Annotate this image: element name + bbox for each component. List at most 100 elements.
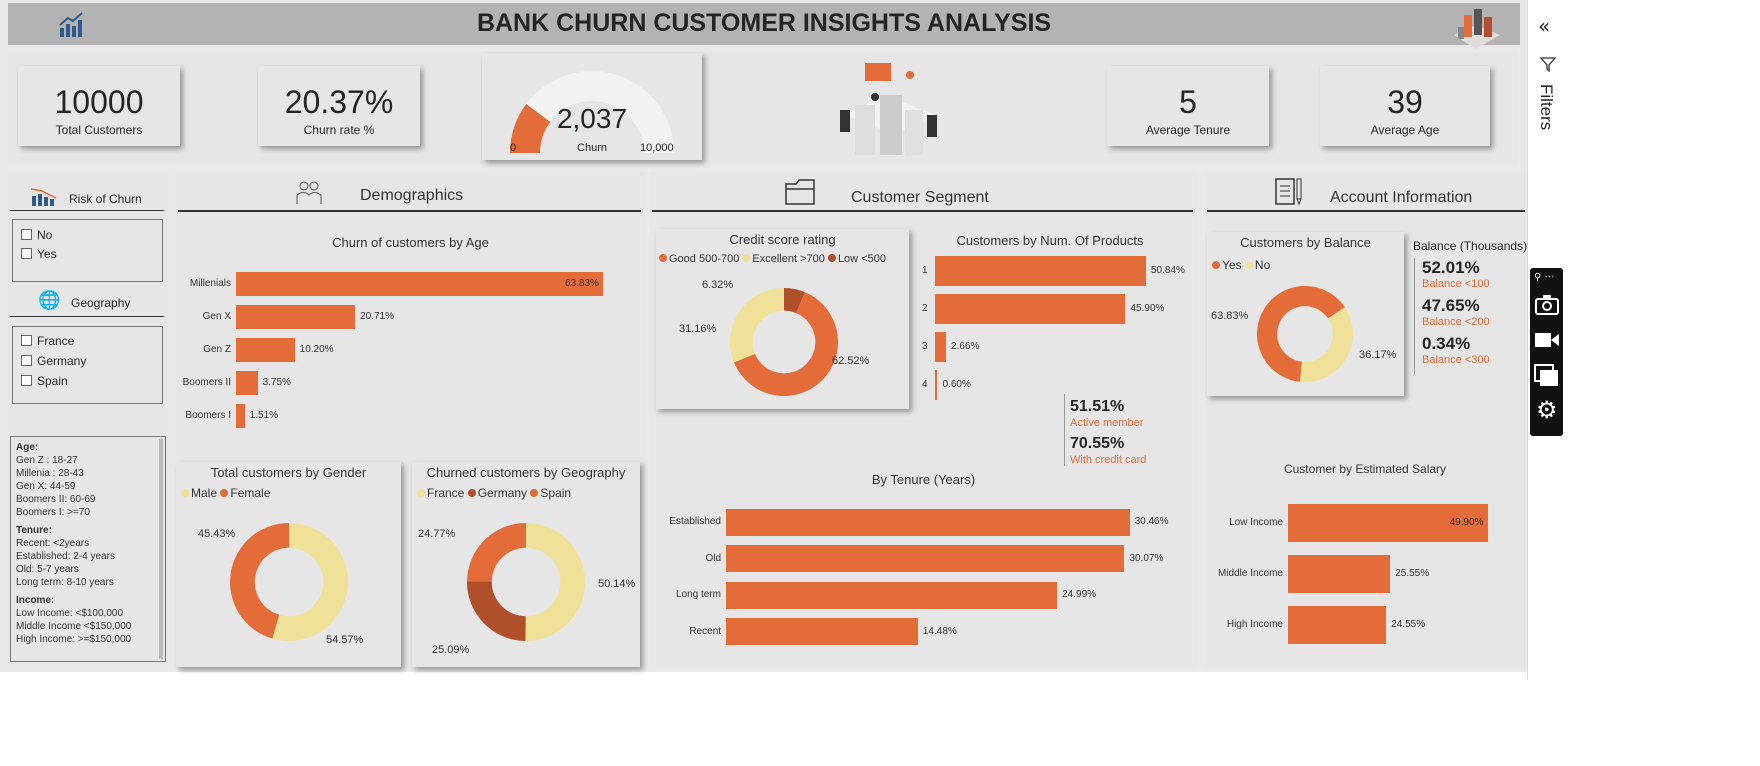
donut-slice-good-500-700[interactable] bbox=[733, 292, 838, 396]
bar[interactable] bbox=[236, 404, 245, 428]
chart-legend: France Germany Spain bbox=[417, 486, 571, 500]
donut-slice-excellent-700[interactable] bbox=[730, 288, 784, 363]
checkbox[interactable] bbox=[21, 375, 32, 386]
bar[interactable] bbox=[236, 371, 258, 395]
scrollbar[interactable] bbox=[159, 439, 163, 659]
bar[interactable] bbox=[726, 545, 1125, 572]
bar[interactable] bbox=[1288, 504, 1488, 542]
data-label: 50.84% bbox=[1150, 265, 1185, 276]
tenure-definitions: Recent: <2years Established: 2-4 years Old… bbox=[16, 537, 160, 589]
bar[interactable] bbox=[726, 618, 918, 645]
checkbox[interactable] bbox=[21, 229, 32, 240]
gauge-track bbox=[510, 71, 674, 153]
checkbox[interactable] bbox=[21, 355, 32, 366]
kpi-label: Average Age bbox=[1370, 123, 1440, 137]
filters-label: Filters bbox=[1537, 84, 1556, 131]
geo-option-spain[interactable]: Spain bbox=[21, 374, 68, 388]
churn-gauge: 2,037 Churn 0 10,000 bbox=[482, 53, 702, 160]
products-bar-chart: 1 50.84% 2 45.90% 3 2.66% 4 0.60% bbox=[910, 252, 1190, 400]
video-icon[interactable] bbox=[1534, 330, 1560, 350]
donut-slice-spain[interactable] bbox=[467, 523, 526, 582]
kpi-label: Churn rate % bbox=[303, 123, 375, 137]
option-label: No bbox=[37, 228, 53, 242]
bar[interactable] bbox=[1288, 606, 1387, 644]
page-title: BANK CHURN CUSTOMER INSIGHTS ANALYSIS bbox=[476, 9, 1052, 37]
legend-item[interactable]: Male bbox=[191, 486, 218, 500]
data-label: 30.46% bbox=[1134, 516, 1169, 527]
bar[interactable] bbox=[726, 508, 1130, 536]
collapse-chevrons-icon[interactable]: « bbox=[1538, 14, 1551, 38]
salary-bar-chart: Low Income 49.90% Middle Income 25.55% High … bbox=[1205, 502, 1525, 662]
checkbox[interactable] bbox=[21, 248, 32, 259]
note-line: Gen X: 44-59 bbox=[16, 481, 76, 492]
camera-icon[interactable] bbox=[1535, 294, 1559, 316]
donut-slice-female[interactable] bbox=[230, 523, 289, 639]
data-label: 36.17% bbox=[1359, 349, 1397, 361]
kpi-value: 10000 bbox=[54, 84, 144, 120]
credit-card-value: 70.55% bbox=[1070, 435, 1125, 452]
bar[interactable] bbox=[236, 305, 356, 329]
donut-slice-male[interactable] bbox=[272, 523, 349, 641]
gauge-max: 10,000 bbox=[640, 142, 674, 154]
note-line: Gen Z : 18-27 bbox=[16, 455, 78, 466]
donut-slice-yes[interactable] bbox=[1257, 286, 1345, 382]
legend-item[interactable]: France bbox=[427, 486, 465, 500]
bar[interactable] bbox=[236, 272, 604, 296]
bar[interactable] bbox=[236, 338, 295, 362]
active-member-label: Active member bbox=[1070, 417, 1144, 429]
section-title: Demographics bbox=[360, 187, 464, 204]
bar[interactable] bbox=[935, 294, 1126, 324]
legend-item[interactable]: Female bbox=[230, 486, 271, 500]
balance-stat-label: Balance <200 bbox=[1422, 316, 1490, 328]
category-label: Old bbox=[705, 552, 721, 564]
bar[interactable] bbox=[935, 256, 1146, 286]
kpi-total-customers: 10000 Total Customers bbox=[18, 66, 180, 146]
risk-option-no[interactable]: No bbox=[21, 228, 52, 242]
legend-item[interactable]: Germany bbox=[477, 486, 528, 500]
bar[interactable] bbox=[935, 370, 938, 400]
legend-item[interactable]: Spain bbox=[540, 486, 572, 500]
chart-legend: Male Female bbox=[181, 486, 270, 500]
chart-title: Churned customers by Geography bbox=[426, 465, 626, 480]
geo-option-germany[interactable]: Germany bbox=[21, 354, 86, 368]
category-label: Recent bbox=[689, 625, 721, 637]
checkbox[interactable] bbox=[21, 335, 32, 346]
data-label: 63.83% bbox=[1211, 310, 1249, 322]
kpi-average-tenure: 5 Average Tenure bbox=[1107, 66, 1269, 146]
legend-item[interactable]: No bbox=[1254, 258, 1271, 272]
donut-slice-no[interactable] bbox=[1299, 307, 1353, 382]
risk-option-yes[interactable]: Yes bbox=[21, 247, 57, 261]
income-definitions: Low Income: <$100,000 Middle Income <$150… bbox=[16, 607, 160, 646]
bar[interactable] bbox=[935, 332, 947, 362]
category-label: Boomers II bbox=[182, 377, 231, 388]
category-label: Middle Income bbox=[1217, 568, 1283, 579]
data-label: 31.16% bbox=[679, 323, 717, 335]
legend-item[interactable]: Good 500-700 bbox=[669, 253, 740, 265]
gender-donut bbox=[230, 523, 349, 641]
option-label: Germany bbox=[37, 354, 87, 368]
category-label: 2 bbox=[922, 303, 928, 314]
geography-donut bbox=[467, 523, 586, 641]
legend-item[interactable]: Low <500 bbox=[837, 253, 886, 265]
risk-chart-icon bbox=[30, 188, 57, 206]
kpi-label: Average Tenure bbox=[1145, 123, 1231, 137]
donut-slice-france[interactable] bbox=[525, 523, 586, 641]
gauge-svg bbox=[510, 71, 674, 153]
credit-card-label: With credit card bbox=[1070, 454, 1147, 466]
folder-icon bbox=[785, 179, 815, 205]
settings-gear-icon[interactable]: ⚙ bbox=[1536, 396, 1558, 424]
donut-slice-germany[interactable] bbox=[467, 581, 526, 641]
geo-option-france[interactable]: France bbox=[21, 334, 74, 348]
data-label: 62.52% bbox=[832, 355, 870, 367]
donut-slice-low-500[interactable] bbox=[784, 288, 805, 314]
legend-item[interactable]: Excellent >700 bbox=[752, 253, 825, 265]
category-label: 1 bbox=[922, 265, 928, 276]
copy-icon[interactable] bbox=[1534, 364, 1560, 388]
more-options-icon[interactable]: ⚲ ··· bbox=[1534, 272, 1555, 283]
bar[interactable] bbox=[726, 581, 1058, 609]
bar[interactable] bbox=[1288, 555, 1391, 593]
legend-item[interactable]: Yes bbox=[1222, 258, 1242, 272]
data-label: 45.90% bbox=[1130, 303, 1165, 314]
kpi-value: 39 bbox=[1387, 84, 1423, 120]
note-line: Low Income: <$100,000 bbox=[16, 608, 124, 619]
